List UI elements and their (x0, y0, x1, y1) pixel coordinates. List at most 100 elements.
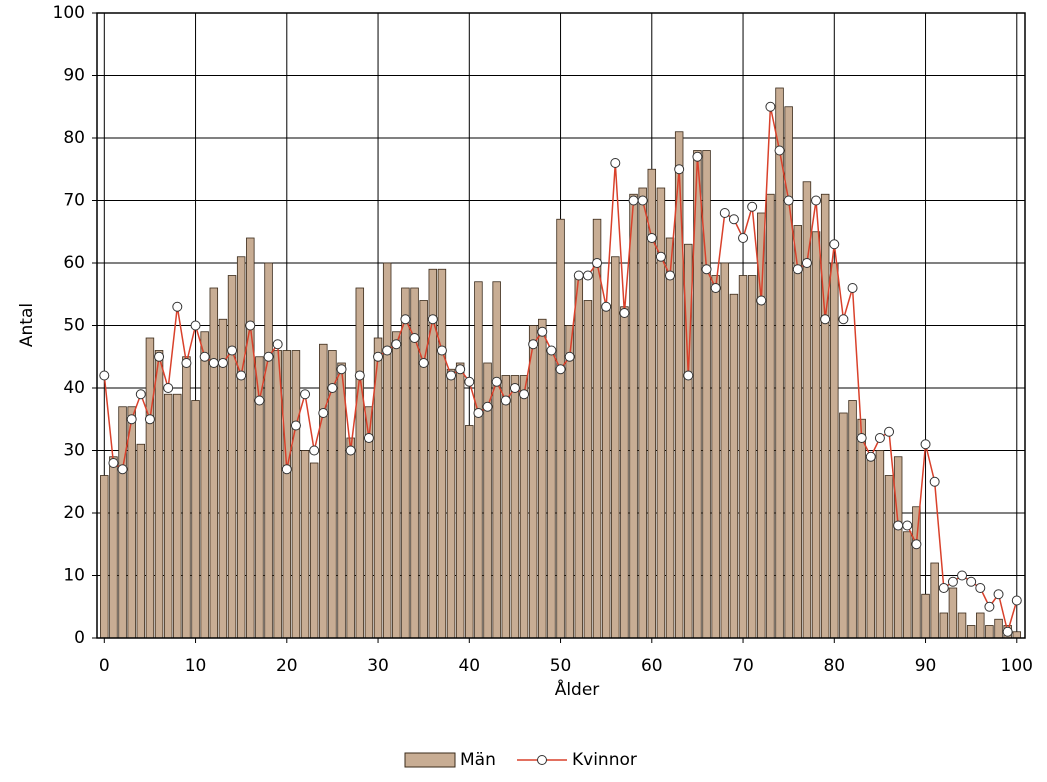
marker (646, 233, 657, 243)
marker (1002, 626, 1013, 637)
x-tick-label: 70 (732, 656, 754, 676)
marker (829, 239, 840, 250)
marker (665, 270, 676, 281)
x-tick-label: 20 (276, 656, 298, 676)
bar (802, 181, 812, 639)
bar (556, 218, 565, 639)
bar (875, 450, 885, 639)
marker (820, 314, 831, 325)
bar (857, 418, 866, 639)
marker (528, 339, 539, 350)
marker (181, 358, 192, 368)
legend-label: Kvinnor (572, 750, 637, 770)
marker (920, 439, 931, 450)
bar (191, 400, 200, 639)
y-tick-label: 20 (63, 503, 85, 523)
y-tick-label: 60 (63, 253, 85, 273)
marker (792, 264, 803, 275)
bar (355, 287, 365, 639)
marker (409, 333, 420, 343)
y-axis-label: Antal (17, 303, 37, 347)
marker (637, 195, 648, 206)
y-tick-label: 40 (63, 378, 85, 398)
bar (127, 406, 136, 639)
bar (848, 400, 857, 639)
marker (382, 345, 393, 356)
marker (473, 408, 484, 418)
bar (702, 150, 711, 639)
marker (227, 345, 238, 356)
marker (738, 233, 749, 243)
marker (856, 433, 867, 443)
marker (582, 270, 593, 281)
marker (500, 395, 511, 406)
bar (519, 375, 529, 639)
marker (144, 414, 155, 425)
bar (611, 256, 620, 639)
bar (282, 350, 292, 639)
bar (601, 306, 611, 639)
bar (583, 300, 593, 639)
bar (145, 337, 155, 639)
bar (319, 343, 328, 639)
bar (738, 275, 748, 639)
marker (418, 358, 429, 368)
bar (446, 368, 456, 639)
bar (957, 612, 967, 639)
marker (400, 314, 411, 325)
bar (766, 193, 775, 639)
marker (427, 314, 438, 325)
bar (793, 225, 803, 639)
x-tick-label: 90 (915, 656, 937, 676)
legend-swatch (537, 755, 547, 765)
bar (711, 275, 720, 639)
x-tick-label: 10 (185, 656, 207, 676)
marker (281, 464, 292, 475)
y-tick-label: 30 (63, 441, 85, 461)
marker (546, 345, 557, 356)
marker (509, 383, 520, 393)
marker (984, 601, 995, 612)
y-tick-label: 100 (53, 3, 85, 23)
bar (118, 406, 127, 639)
marker (701, 264, 712, 275)
marker (391, 339, 402, 350)
y-tick-label: 80 (63, 128, 85, 148)
bar (154, 350, 164, 639)
marker (655, 251, 666, 262)
marker (436, 345, 447, 356)
marker (363, 433, 374, 443)
marker (947, 576, 958, 587)
x-tick-label: 60 (641, 656, 663, 676)
bar (948, 587, 958, 639)
marker (217, 358, 228, 368)
marker (491, 376, 502, 387)
bar (811, 231, 821, 639)
marker (345, 445, 356, 456)
bar (227, 275, 237, 639)
bar (638, 187, 647, 639)
bar (200, 331, 209, 639)
bar (246, 237, 255, 639)
x-tick-label: 40 (458, 656, 480, 676)
bar (474, 281, 483, 639)
marker (957, 570, 968, 581)
bar (492, 281, 501, 639)
bar (729, 293, 739, 639)
bar (173, 393, 182, 639)
bar (930, 562, 939, 639)
marker (117, 464, 128, 475)
marker (245, 320, 256, 331)
y-tick-label: 50 (63, 316, 85, 336)
x-tick-label: 80 (823, 656, 845, 676)
bar (163, 393, 173, 639)
bar (830, 262, 839, 639)
x-axis-label: Ålder (555, 678, 600, 700)
bar (428, 268, 438, 639)
marker (783, 195, 794, 206)
y-tick-label: 70 (63, 191, 85, 211)
marker (592, 258, 603, 268)
marker (318, 408, 329, 418)
bar (665, 237, 675, 639)
marker (300, 389, 311, 400)
